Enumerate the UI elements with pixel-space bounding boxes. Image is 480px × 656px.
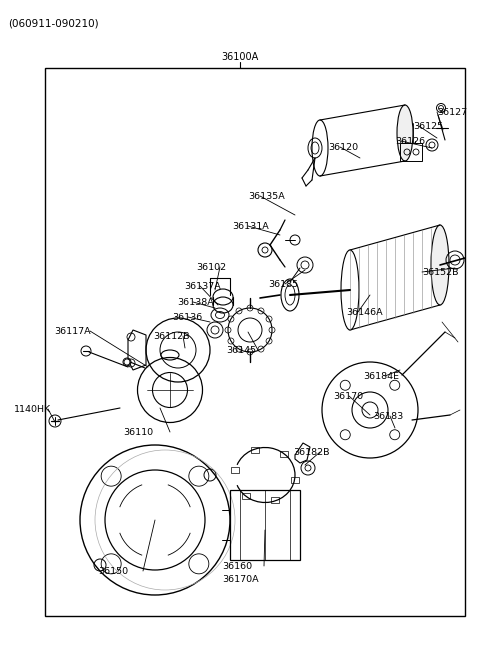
Bar <box>231 467 240 474</box>
Bar <box>230 490 300 560</box>
Text: 36100A: 36100A <box>221 52 259 62</box>
Text: 36145: 36145 <box>226 346 256 355</box>
Text: 36138A: 36138A <box>177 298 214 307</box>
Text: 36183: 36183 <box>373 412 403 421</box>
Text: 36125: 36125 <box>413 122 443 131</box>
Circle shape <box>81 346 91 356</box>
Bar <box>251 447 259 453</box>
Bar <box>400 143 422 161</box>
Bar <box>45 68 465 616</box>
Text: 36137A: 36137A <box>184 282 221 291</box>
Ellipse shape <box>431 225 449 305</box>
Text: 1140HK: 1140HK <box>14 405 51 414</box>
Text: 36170: 36170 <box>333 392 363 401</box>
Circle shape <box>124 359 130 365</box>
Text: 36120: 36120 <box>328 143 358 152</box>
Text: 36182B: 36182B <box>293 448 329 457</box>
Ellipse shape <box>397 105 413 161</box>
Bar <box>280 451 288 457</box>
Text: 36184E: 36184E <box>363 372 399 381</box>
Text: 36185: 36185 <box>268 280 298 289</box>
Bar <box>271 497 279 503</box>
Circle shape <box>49 415 61 427</box>
Text: 36102: 36102 <box>196 263 226 272</box>
Text: (060911-090210): (060911-090210) <box>8 18 98 28</box>
Text: 36110: 36110 <box>123 428 153 437</box>
Text: 36146A: 36146A <box>346 308 383 317</box>
Bar <box>242 493 250 499</box>
Text: 36152B: 36152B <box>422 268 458 277</box>
Text: 36112B: 36112B <box>153 332 190 341</box>
Bar <box>290 477 299 483</box>
Text: 36135A: 36135A <box>248 192 285 201</box>
Text: 36136: 36136 <box>172 313 202 322</box>
Text: 36127: 36127 <box>437 108 467 117</box>
Text: 36150: 36150 <box>98 567 128 576</box>
Text: 36126: 36126 <box>395 137 425 146</box>
Text: 36117A: 36117A <box>54 327 91 336</box>
Text: 36170A: 36170A <box>222 575 259 584</box>
Text: 36131A: 36131A <box>232 222 269 231</box>
Text: 36160: 36160 <box>222 562 252 571</box>
